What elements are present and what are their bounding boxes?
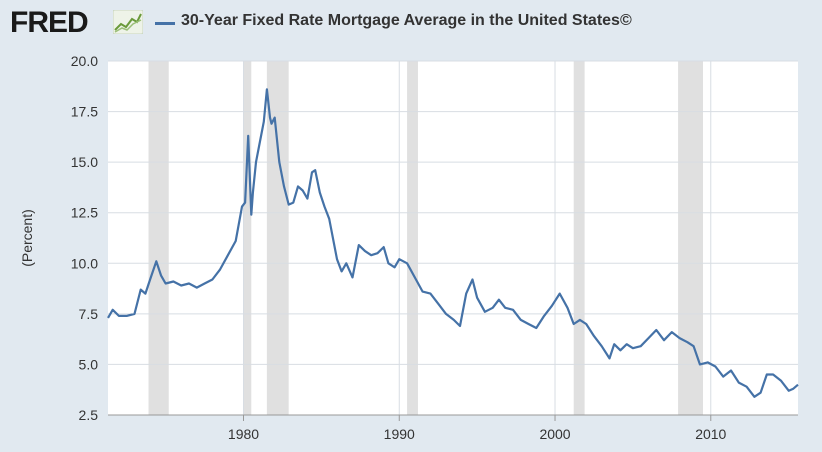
chart-title: 30-Year Fixed Rate Mortgage Average in t…	[181, 12, 632, 29]
y-tick-label: 7.5	[79, 306, 99, 322]
y-axis-ticks: 20.0 17.5 15.0 12.5 10.0 7.5 5.0 2.5	[71, 53, 98, 423]
x-tick-label: 2000	[539, 426, 570, 442]
recession-band	[407, 61, 418, 415]
y-tick-label: 17.5	[71, 104, 98, 120]
x-tick-label: 1990	[384, 426, 415, 442]
x-tick-label: 1980	[228, 426, 259, 442]
y-tick-label: 12.5	[71, 205, 98, 221]
chart-logo-icon	[113, 10, 143, 34]
y-axis-label: (Percent)	[19, 209, 35, 267]
chart-header: FRED 30-Year Fixed Rate Mortgage Average…	[0, 0, 822, 50]
y-tick-label: 2.5	[79, 407, 99, 423]
legend-series-swatch	[155, 22, 175, 25]
recession-band	[573, 61, 585, 415]
y-tick-label: 5.0	[79, 356, 99, 372]
x-tick-label: 2010	[695, 426, 726, 442]
recession-band	[243, 61, 252, 415]
fred-logo: FRED	[10, 6, 89, 39]
recession-bands	[148, 61, 703, 415]
x-axis-ticks: 1980 1990 2000 2010	[108, 414, 798, 442]
recession-band	[148, 61, 169, 415]
recession-band	[266, 61, 289, 415]
y-tick-label: 10.0	[71, 255, 98, 271]
y-tick-label: 20.0	[71, 53, 98, 69]
series-line	[107, 88, 799, 398]
series-layer	[107, 88, 799, 398]
recession-band	[678, 61, 703, 415]
y-tick-label: 15.0	[71, 154, 98, 170]
